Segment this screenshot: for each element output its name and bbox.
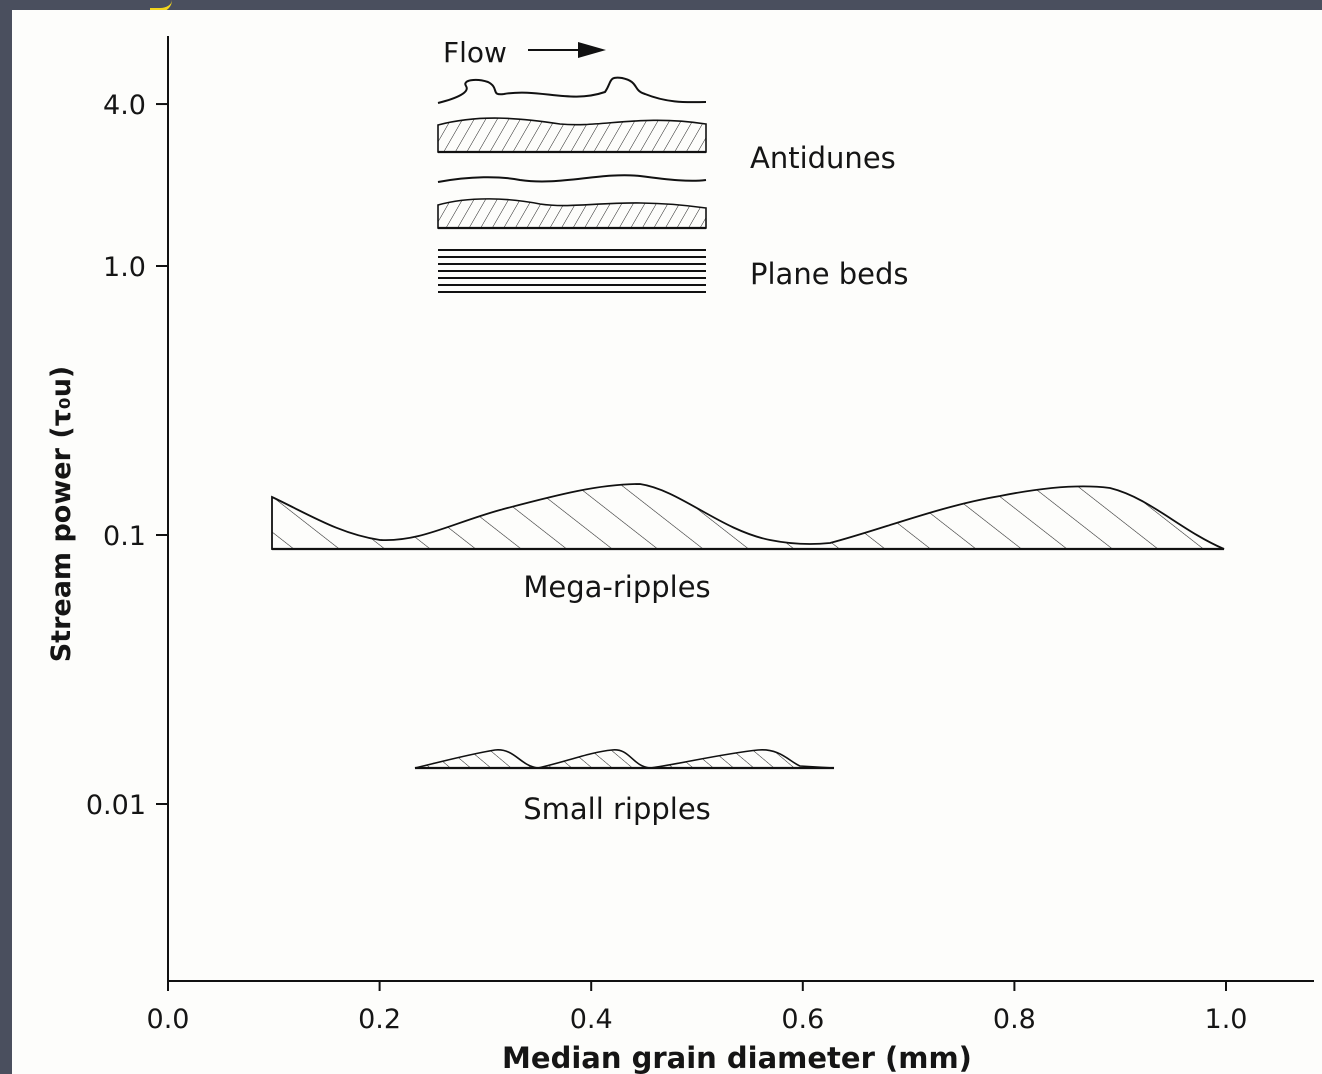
x-tick-label: 0.8 bbox=[993, 1004, 1036, 1035]
x-tick-label: 0.4 bbox=[570, 1004, 613, 1035]
y-tick-label: 4.0 bbox=[103, 90, 146, 121]
x-tick-label: 1.0 bbox=[1205, 1004, 1248, 1035]
mega-ripples-label: Mega-ripples bbox=[523, 570, 710, 604]
antidunes-label: Antidunes bbox=[750, 141, 896, 175]
x-tick-label: 0.0 bbox=[147, 1004, 190, 1035]
plane-beds-symbol bbox=[438, 249, 706, 293]
flow-label: Flow bbox=[443, 36, 507, 69]
x-axis-label: Median grain diameter (mm) bbox=[502, 1041, 972, 1074]
window-frame-top bbox=[0, 0, 1322, 10]
x-axis-ticks: 0.0 0.2 0.4 0.6 0.8 1.0 bbox=[147, 981, 1248, 1035]
y-tick-label: 0.01 bbox=[86, 790, 146, 821]
plane-beds-label: Plane beds bbox=[750, 257, 909, 291]
y-tick-label: 1.0 bbox=[103, 252, 146, 283]
mega-ripples-symbol bbox=[271, 483, 1225, 551]
small-ripples-label: Small ripples bbox=[523, 792, 711, 826]
small-ripples-symbol bbox=[414, 749, 835, 770]
x-tick-label: 0.6 bbox=[781, 1004, 824, 1035]
y-axis-label: Stream power (τ₀u) bbox=[46, 366, 77, 663]
x-tick-label: 0.2 bbox=[358, 1004, 401, 1035]
antidunes-symbol bbox=[437, 76, 707, 230]
flow-arrow-icon bbox=[528, 42, 606, 58]
y-axis-ticks: 4.0 1.0 0.1 0.01 bbox=[86, 90, 168, 821]
y-tick-label: 0.1 bbox=[103, 521, 146, 552]
